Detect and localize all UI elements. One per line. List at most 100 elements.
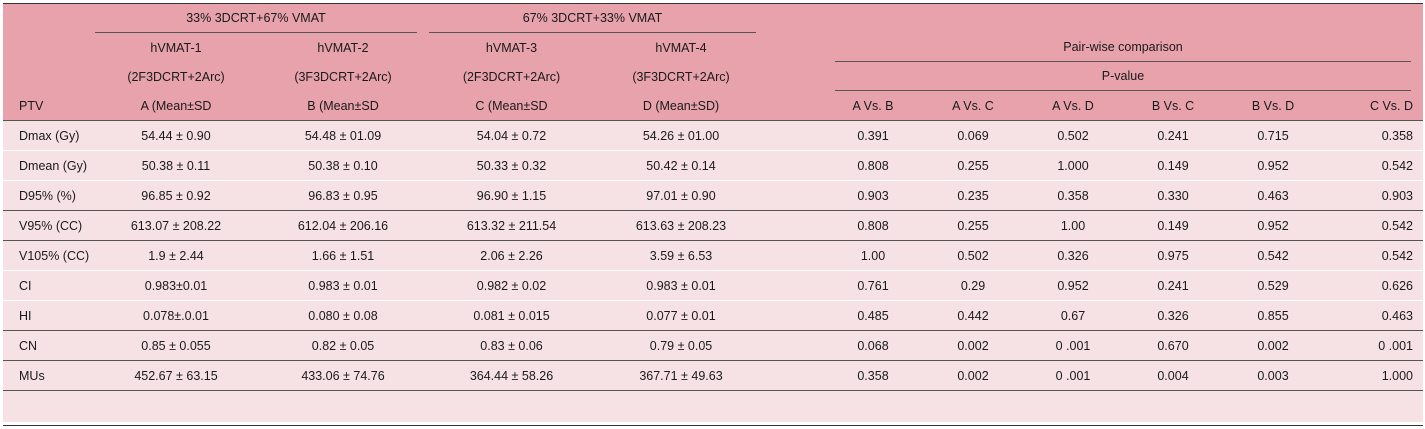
plan-value-cell: 50.38 ± 0.11	[89, 150, 263, 181]
table-container: 33% 3DCRT+67% VMAT 67% 3DCRT+33% VMAT hV…	[3, 0, 1423, 429]
pair-col-ad: A Vs. D	[1023, 91, 1123, 121]
p-value-cell: 0.903	[823, 180, 923, 211]
pvalue-header: P-value	[823, 62, 1423, 91]
plan-value-cell: 54.44 ± 0.90	[89, 120, 263, 151]
p-value-cell: 0.761	[823, 270, 923, 301]
p-value-cell: 0.235	[923, 180, 1023, 211]
p-value-cell: 0.855	[1223, 300, 1323, 331]
row-label: CI	[3, 270, 89, 301]
plan-name-1: hVMAT-1	[89, 33, 263, 62]
empty-cell	[3, 390, 1423, 422]
p-value-cell: 0.542	[1323, 240, 1423, 271]
p-value-cell: 0.069	[923, 120, 1023, 151]
p-value-cell: 0.255	[923, 210, 1023, 241]
table-row: D95% (%) 96.85 ± 0.92 96.83 ± 0.95 96.90 ± …	[3, 180, 1423, 211]
row-label: Dmean (Gy)	[3, 150, 89, 181]
plan-value-cell: 613.07 ± 208.22	[89, 210, 263, 241]
group-header-1: 33% 3DCRT+67% VMAT	[89, 4, 423, 33]
plan-col-b: B (Mean±SD	[263, 91, 423, 121]
plan-value-cell: 97.01 ± 0.90	[600, 180, 762, 211]
plan-col-c: C (Mean±SD	[423, 91, 600, 121]
p-value-cell: 0.358	[823, 360, 923, 391]
plan-value-cell: 0.983 ± 0.01	[600, 270, 762, 301]
spacer-cell	[762, 300, 823, 331]
p-value-cell: 0.241	[1123, 270, 1223, 301]
p-value-cell: 0.358	[1323, 120, 1423, 151]
p-value-cell: 0.149	[1123, 210, 1223, 241]
spacer-cell	[762, 150, 823, 181]
spacer-cell	[762, 270, 823, 301]
pair-col-ac: A Vs. C	[923, 91, 1023, 121]
p-value-cell: 0.442	[923, 300, 1023, 331]
table-row: MUs 452.67 ± 63.15 433.06 ± 74.76 364.44 ± …	[3, 360, 1423, 391]
table-row: CN 0.85 ± 0.055 0.82 ± 0.05 0.83 ± 0.06 0.79…	[3, 330, 1423, 361]
group-header-2: 67% 3DCRT+33% VMAT	[423, 4, 762, 33]
plan-value-cell: 0.83 ± 0.06	[423, 330, 600, 361]
plan-value-cell: 613.32 ± 211.54	[423, 210, 600, 241]
pair-col-ab: A Vs. B	[823, 91, 923, 121]
plan-value-cell: 50.42 ± 0.14	[600, 150, 762, 181]
plan-value-cell: 613.63 ± 208.23	[600, 210, 762, 241]
p-value-cell: 0.67	[1023, 300, 1123, 331]
p-value-cell: 0.502	[1023, 120, 1123, 151]
plan-config-3: (2F3DCRT+2Arc)	[423, 62, 600, 91]
table-row: CI 0.983±0.01 0.983 ± 0.01 0.982 ± 0.02 0.98…	[3, 270, 1423, 301]
p-value-cell: 1.000	[1323, 360, 1423, 391]
p-value-cell: 0.149	[1123, 150, 1223, 181]
p-value-cell: 1.00	[1023, 210, 1123, 241]
spacer-cell	[762, 330, 823, 361]
p-value-cell: 0.241	[1123, 120, 1223, 151]
header-spacer	[3, 4, 89, 33]
plan-value-cell: 367.71 ± 49.63	[600, 360, 762, 391]
row-label: D95% (%)	[3, 180, 89, 211]
plan-value-cell: 612.04 ± 206.16	[263, 210, 423, 241]
plan-name-2: hVMAT-2	[263, 33, 423, 62]
row-label: V105% (CC)	[3, 240, 89, 271]
plan-value-cell: 2.06 ± 2.26	[423, 240, 600, 271]
ptv-header: PTV	[3, 91, 89, 121]
pair-col-bd: B Vs. D	[1223, 91, 1323, 121]
row-label: V95% (CC)	[3, 210, 89, 241]
plan-col-d: D (Mean±SD)	[600, 91, 762, 121]
plan-value-cell: 1.9 ± 2.44	[89, 240, 263, 271]
plan-value-cell: 0.081 ± 0.015	[423, 300, 600, 331]
top-rule	[3, 3, 1423, 4]
p-value-cell: 0.004	[1123, 360, 1223, 391]
header-spacer	[762, 33, 823, 62]
plan-value-cell: 0.82 ± 0.05	[263, 330, 423, 361]
p-value-cell: 0.952	[1223, 150, 1323, 181]
plan-value-cell: 0.982 ± 0.02	[423, 270, 600, 301]
plan-value-cell: 50.33 ± 0.32	[423, 150, 600, 181]
p-value-cell: 0.002	[1223, 330, 1323, 361]
spacer-cell	[762, 240, 823, 271]
header-spacer	[3, 62, 89, 91]
p-value-cell: 0 .001	[1323, 330, 1423, 361]
p-value-cell: 0 .001	[1023, 330, 1123, 361]
p-value-cell: 0.626	[1323, 270, 1423, 301]
spacer-cell	[762, 360, 823, 391]
p-value-cell: 0.542	[1223, 240, 1323, 271]
header-spacer	[762, 62, 823, 91]
row-label: HI	[3, 300, 89, 331]
header-spacer	[3, 33, 89, 62]
p-value-cell: 0.670	[1123, 330, 1223, 361]
p-value-cell: 0.715	[1223, 120, 1323, 151]
p-value-cell: 0.502	[923, 240, 1023, 271]
p-value-cell: 0.808	[823, 210, 923, 241]
spacer-cell	[762, 120, 823, 151]
plan-value-cell: 0.983±0.01	[89, 270, 263, 301]
spacer-cell	[762, 210, 823, 241]
plan-value-cell: 54.04 ± 0.72	[423, 120, 600, 151]
p-value-cell: 1.00	[823, 240, 923, 271]
plan-value-cell: 96.85 ± 0.92	[89, 180, 263, 211]
row-label: CN	[3, 330, 89, 361]
table-row: HI 0.078±.0.01 0.080 ± 0.08 0.081 ± 0.015 0.…	[3, 300, 1423, 331]
plan-value-cell: 0.79 ± 0.05	[600, 330, 762, 361]
plan-value-cell: 50.38 ± 0.10	[263, 150, 423, 181]
empty-row	[3, 390, 1423, 422]
plan-value-cell: 433.06 ± 74.76	[263, 360, 423, 391]
table-row: V105% (CC) 1.9 ± 2.44 1.66 ± 1.51 2.06 ± 2.…	[3, 240, 1423, 271]
plan-name-4: hVMAT-4	[600, 33, 762, 62]
p-value-cell: 0.463	[1323, 300, 1423, 331]
dosimetric-comparison-table: 33% 3DCRT+67% VMAT 67% 3DCRT+33% VMAT hV…	[3, 4, 1423, 422]
